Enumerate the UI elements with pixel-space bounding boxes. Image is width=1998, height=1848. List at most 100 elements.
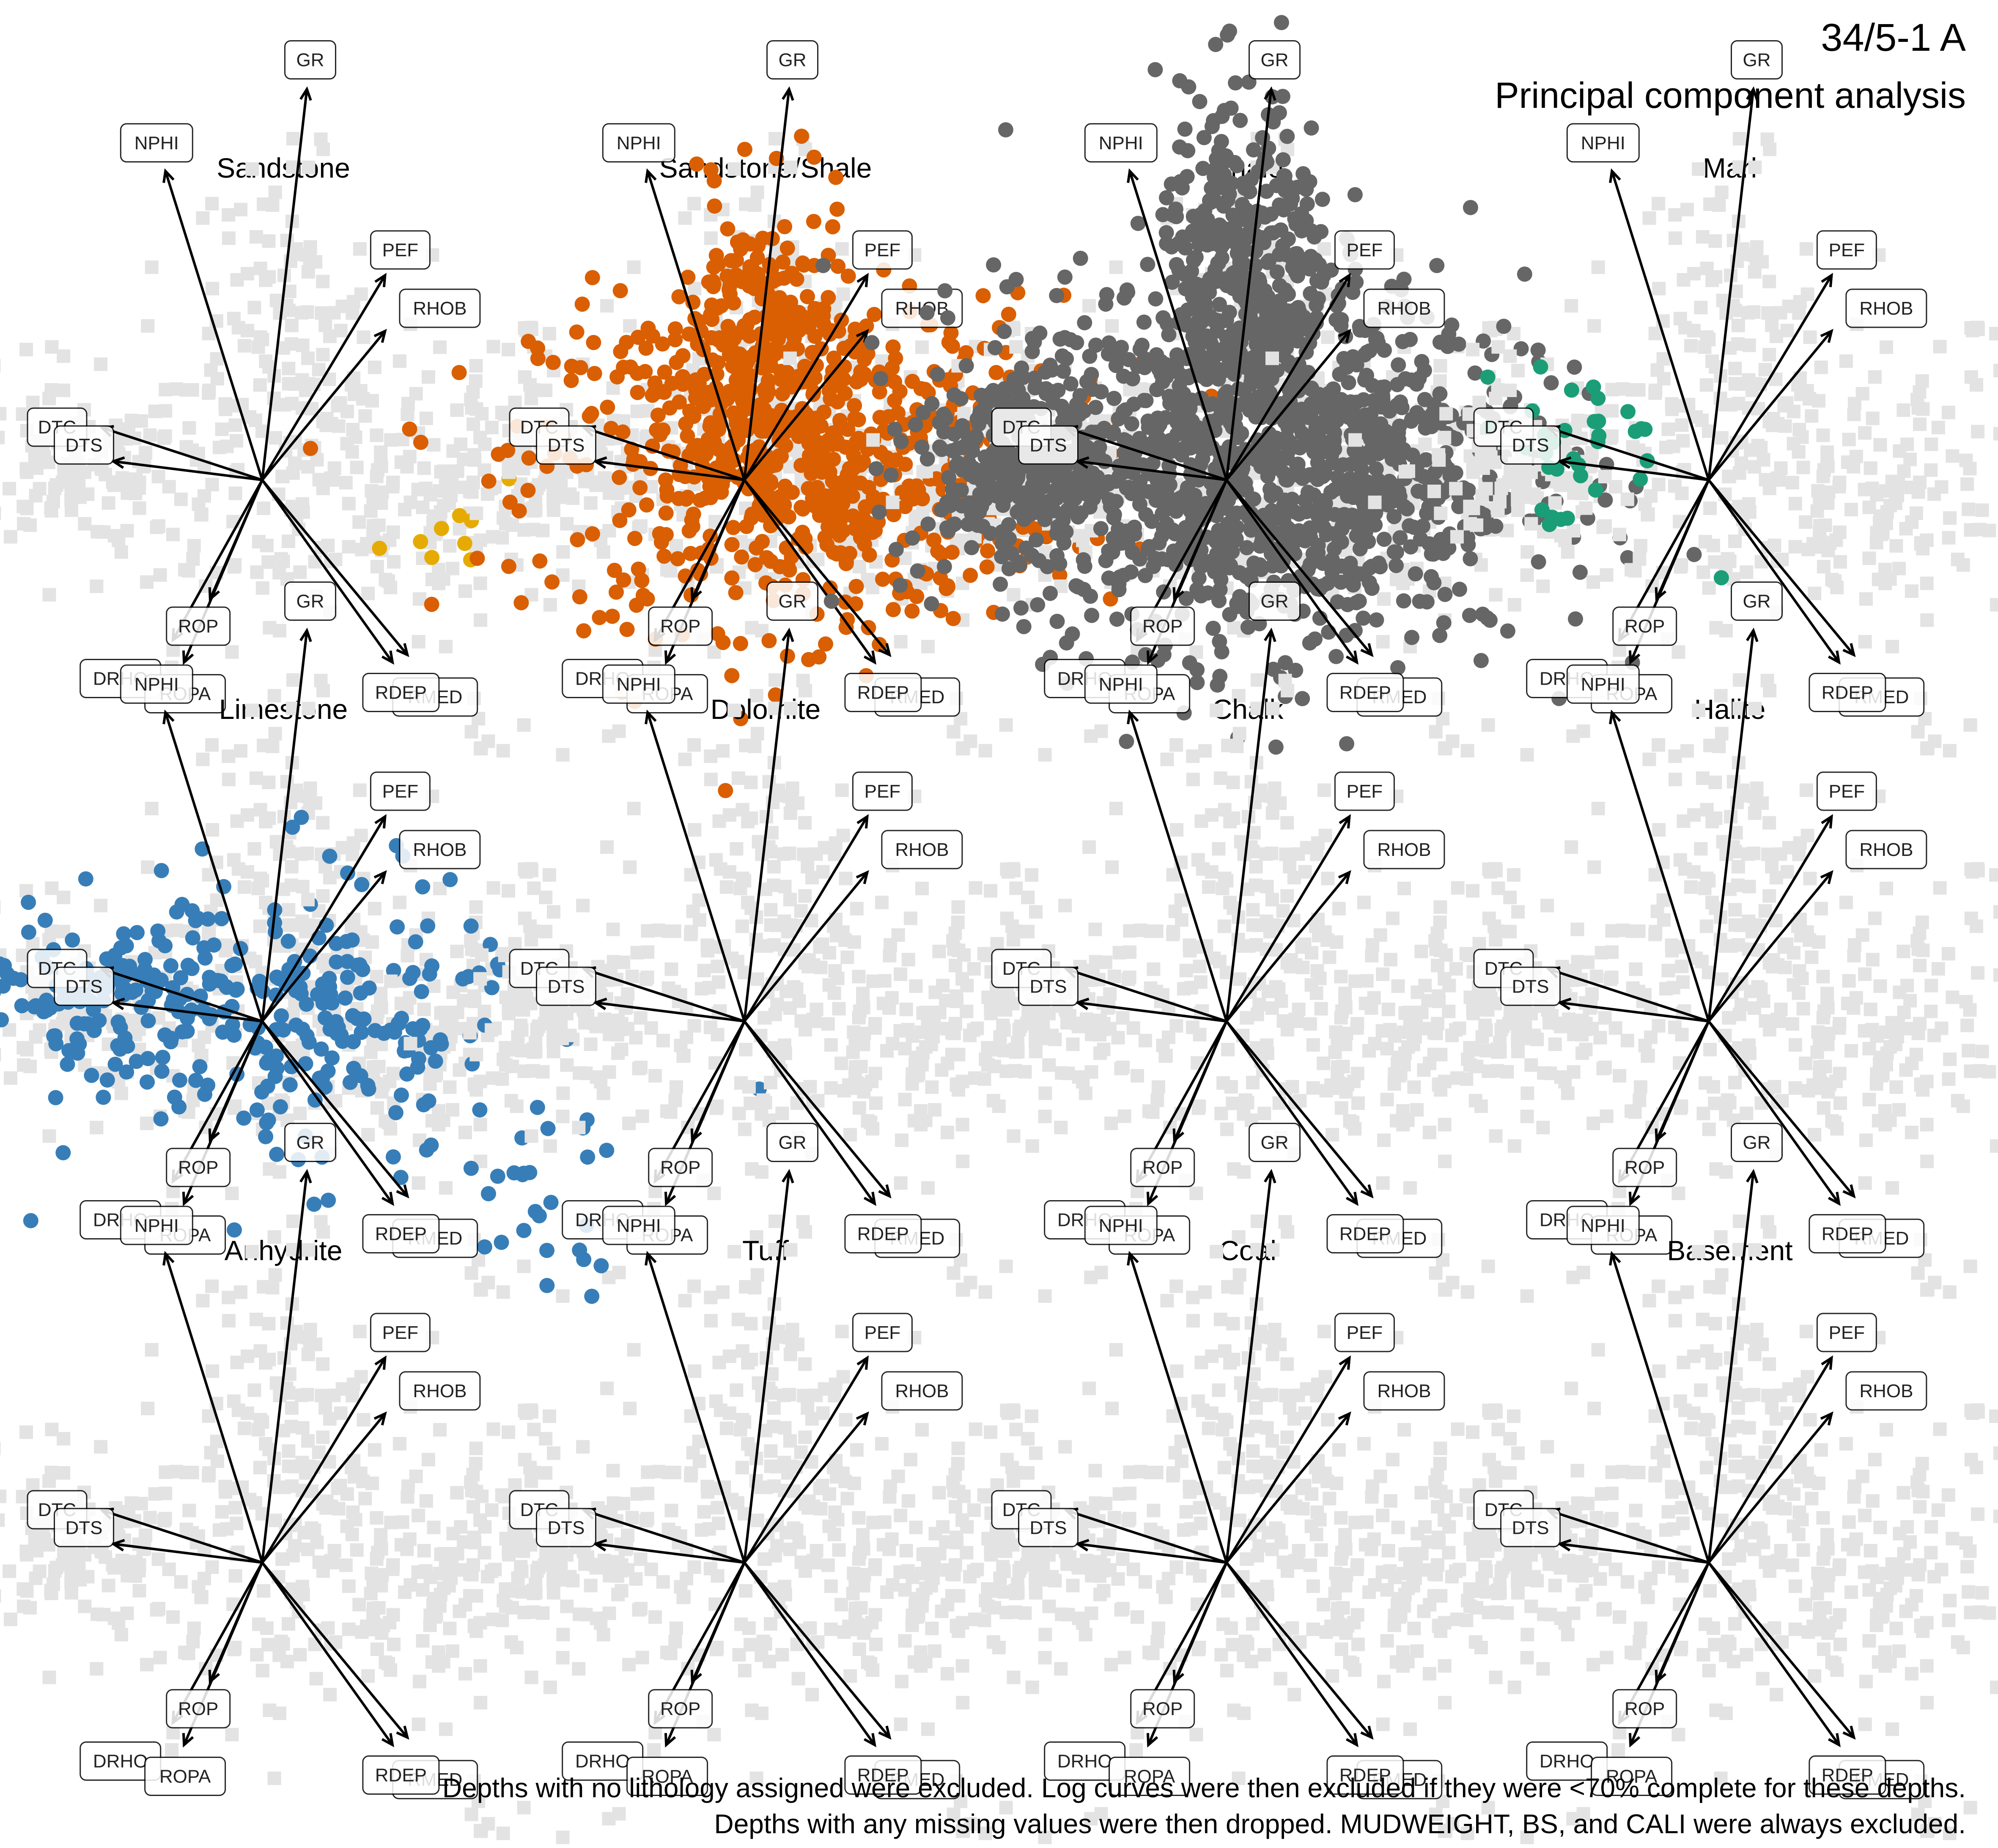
data-point	[1307, 631, 1323, 647]
data-point	[909, 478, 925, 494]
background-point	[90, 579, 104, 593]
background-point	[0, 407, 7, 421]
data-point	[372, 540, 387, 556]
background-point	[1438, 742, 1452, 756]
data-point	[707, 198, 722, 214]
data-point	[1343, 457, 1359, 472]
background-point	[678, 211, 692, 225]
background-point	[375, 485, 389, 499]
data-point	[1417, 392, 1433, 407]
background-point	[334, 324, 348, 337]
data-point	[1079, 374, 1095, 389]
background-point	[1472, 395, 1486, 409]
data-point	[888, 351, 903, 366]
background-point	[432, 576, 446, 590]
background-point	[517, 718, 531, 732]
data-point	[619, 622, 635, 637]
background-point	[1892, 562, 1906, 576]
data-point	[919, 305, 935, 321]
data-point	[828, 170, 844, 185]
data-point	[1301, 410, 1316, 425]
data-point	[457, 536, 472, 551]
data-point	[1057, 403, 1072, 419]
data-point	[1219, 278, 1235, 293]
data-point	[658, 505, 674, 521]
background-point	[1503, 349, 1517, 363]
background-point	[1715, 431, 1729, 445]
background-point	[1702, 581, 1716, 595]
background-point	[1993, 364, 1998, 378]
data-point	[1411, 483, 1426, 499]
background-point	[352, 515, 366, 529]
background-point	[1463, 499, 1477, 513]
background-point	[152, 519, 165, 533]
data-point	[630, 329, 646, 345]
data-point	[763, 353, 778, 368]
data-point	[592, 610, 607, 625]
background-point	[1072, 529, 1086, 543]
data-point	[861, 480, 876, 495]
data-point	[1055, 513, 1071, 528]
data-point	[940, 578, 955, 594]
data-point	[1473, 653, 1489, 668]
background-point	[486, 340, 500, 354]
data-point	[853, 372, 869, 387]
background-point	[316, 414, 330, 428]
data-point	[1304, 120, 1319, 136]
data-point	[934, 441, 950, 457]
loading-arrow-gr	[261, 89, 308, 480]
background-point	[1858, 483, 1872, 496]
data-point	[1169, 426, 1185, 442]
data-point	[851, 412, 866, 428]
background-point	[474, 742, 487, 756]
data-point	[1564, 382, 1579, 398]
background-point	[687, 197, 701, 211]
data-point	[1054, 348, 1070, 364]
data-point	[1228, 75, 1243, 90]
background-point	[1869, 536, 1883, 550]
background-point	[1703, 502, 1717, 515]
background-point	[301, 351, 315, 365]
background-point	[1434, 506, 1448, 520]
data-point	[1295, 691, 1310, 706]
data-point	[689, 156, 705, 172]
data-point	[1627, 424, 1643, 439]
background-point	[602, 729, 616, 743]
data-point	[1147, 418, 1162, 433]
data-point	[1334, 558, 1349, 574]
background-point	[1885, 640, 1899, 654]
background-point	[1942, 531, 1956, 545]
data-point	[1452, 581, 1467, 597]
data-point	[683, 546, 698, 561]
background-point	[1496, 478, 1510, 492]
data-point	[914, 491, 930, 507]
data-point	[733, 636, 748, 651]
background-point	[1833, 555, 1847, 569]
background-point	[1566, 729, 1580, 743]
background-point	[1900, 437, 1914, 451]
data-point	[1429, 258, 1445, 273]
background-point	[1418, 437, 1432, 451]
background-point	[1491, 383, 1505, 397]
background-point	[1800, 287, 1814, 301]
data-point	[800, 289, 815, 304]
background-point	[1684, 339, 1698, 353]
background-point	[1741, 306, 1755, 320]
data-point	[612, 470, 627, 485]
background-point	[1680, 203, 1694, 217]
data-point	[823, 593, 839, 609]
data-point	[1206, 113, 1221, 129]
background-point	[1962, 502, 1976, 516]
background-point	[1675, 418, 1689, 432]
background-point	[132, 501, 146, 515]
background-point	[1728, 377, 1742, 391]
background-point	[1616, 382, 1630, 396]
background-point	[1633, 539, 1647, 553]
background-point	[1007, 588, 1021, 602]
background-point	[114, 545, 128, 559]
data-point	[1153, 367, 1169, 382]
data-point	[845, 461, 861, 477]
data-point	[544, 574, 560, 590]
background-point	[1748, 160, 1762, 174]
background-point	[1675, 486, 1689, 500]
